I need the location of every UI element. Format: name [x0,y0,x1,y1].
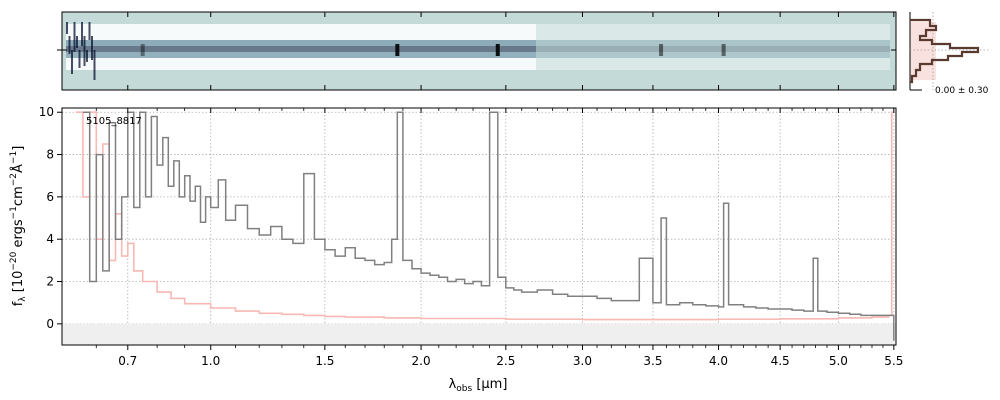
y-tick-label: 6 [46,190,54,204]
y-tick-label: 10 [39,105,54,119]
x-tick-label: 5.0 [829,354,848,368]
object-label: 5105_8817 [86,116,142,127]
trace-emission-spot [659,44,664,56]
trace-band [66,58,536,70]
profile-panel: 0.00 ± 0.30 [909,12,990,96]
trace-noise [73,22,76,52]
x-tick-label: 1.5 [315,354,334,368]
spectrum-2d-ticks [57,12,896,90]
profile-annotation: 0.00 ± 0.30 [935,86,989,96]
x-axis-label: λobs [μm] [449,377,508,394]
trace-band-faint [536,46,890,52]
axes: 0.7 1.0 1.5 2.0 2.5 3.0 3.5 4.0 4.5 5.0 5.5 0 2 4 6 8 10 [39,105,904,368]
trace-band [66,40,536,46]
trace-emission-spot [495,44,500,56]
flux-spectrum-line [82,111,895,341]
trace-band-faint [536,24,890,40]
x-tick-label: 5.5 [884,354,903,368]
profile-shade [910,22,936,80]
trace-noise [78,50,81,68]
y-tick-label: 8 [46,148,54,162]
x-axis-label-sub: obs [456,384,472,394]
spectrum-2d-trace [66,22,890,80]
x-axis-label-main: λ [449,377,457,392]
profile-line [910,18,980,84]
x-tick-label: 3.0 [573,354,592,368]
spectrum-2d-frame [61,11,897,91]
zero-band [62,323,896,345]
trace-band-faint [536,52,890,58]
x-tick-label: 4.5 [771,354,790,368]
trace-noise [76,36,78,48]
trace-band [66,46,536,52]
trace-noise [71,50,73,74]
trace-noise [83,36,86,66]
spectrum-2d-panel [57,11,897,91]
y-tick-label: 4 [46,232,54,246]
y-tick-label: 0 [46,317,54,331]
trace-emission-spot [140,44,145,56]
x-tick-label: 4.0 [709,354,728,368]
spectrum-1d-panel: 0.7 1.0 1.5 2.0 2.5 3.0 3.5 4.0 4.5 5.0 5.5 0 2 4 6 8 10… [9,105,903,394]
trace-noise [68,36,71,54]
trace-band [66,52,536,58]
series [76,111,895,341]
plot-area [62,108,896,345]
x-tick-label: 2.0 [412,354,431,368]
y-axis-label: fλ [10−20 ergs−1cm−2Å−1] [9,146,28,307]
x-tick-label: 0.7 [118,354,137,368]
trace-band-faint [536,58,890,70]
trace-noise [81,22,83,46]
trace-noise [91,36,93,60]
trace-emission-spot [395,44,400,56]
error-spectrum-line [76,111,894,321]
trace-noise [86,50,88,62]
trace-noise [66,22,68,34]
x-tick-label: 1.0 [201,354,220,368]
trace-band-faint [536,40,890,46]
trace-noise [88,22,91,40]
x-tick-label: 3.5 [643,354,662,368]
x-tick-label: 2.5 [496,354,515,368]
y-tick-label: 2 [46,275,54,289]
profile-plot [909,12,990,91]
trace-emission-spot [721,44,726,56]
trace-band [66,24,536,40]
plot-frame [61,107,897,346]
trace-noise [93,50,96,80]
x-axis-label-unit: [μm] [472,377,507,392]
